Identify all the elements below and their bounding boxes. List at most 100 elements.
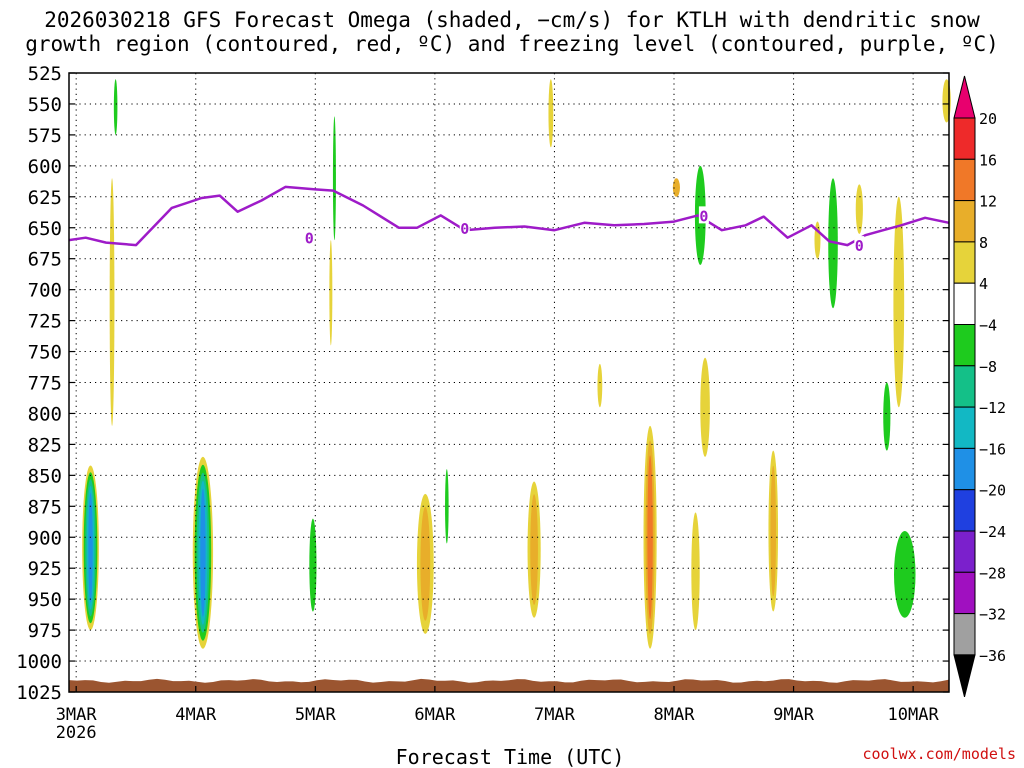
- colorbar-segment-13: [953, 613, 976, 656]
- watermark-text: coolwx.com/models: [862, 745, 1016, 763]
- x-tick-label-10MAR: 10MAR: [888, 705, 940, 725]
- freezing-level-contour: 0 0 0 0: [68, 185, 950, 255]
- freezing-label-bg-3: [854, 236, 865, 254]
- x-axis-label: Forecast Time (UTC): [396, 745, 625, 768]
- colorbar-segment-7: [953, 365, 976, 408]
- strip-7mar-yellow2-band-0: [597, 363, 603, 408]
- colorbar-segment-8: [953, 406, 976, 449]
- y-tick-label-975: 975: [28, 620, 62, 642]
- colorbar-label-0: 20: [979, 110, 997, 128]
- colorbar-label-3: 8: [979, 234, 988, 252]
- colorbar-segment-3: [953, 200, 976, 243]
- y-tick-label-950: 950: [28, 589, 62, 611]
- strip-3mar-yellow-band-0: [109, 178, 115, 426]
- freezing-level-line: [68, 185, 950, 247]
- blob-5mar-green-band-0: [309, 518, 317, 612]
- freezing-level-label-2: 0: [699, 207, 708, 225]
- y-tick-label-550: 550: [28, 94, 62, 116]
- freezing-label-bg-2: [698, 206, 709, 224]
- colorbar-segment-2: [953, 158, 976, 202]
- chart-title-line-2: growth region (contoured, red, ºC) and f…: [25, 32, 999, 56]
- y-tick-label-825: 825: [28, 434, 62, 456]
- colorbar-segment-9: [953, 447, 976, 491]
- y-tick-label-725: 725: [28, 311, 62, 333]
- terrain-footprint: [69, 678, 949, 692]
- colorbar-label-7: −12: [979, 399, 1006, 417]
- colorbar-label-13: −36: [979, 647, 1006, 665]
- x-tick-label-6MAR: 6MAR: [414, 705, 456, 725]
- y-tick-label-525: 525: [28, 63, 62, 85]
- x-tick-sublabel-3MAR: 2026: [56, 723, 97, 743]
- y-axis-ticks: 525 550 575 600 625 650 675 700 725 750 775 800 825 8…: [16, 63, 949, 704]
- x-tick-label-3MAR: 3MAR: [56, 705, 98, 725]
- x-tick-label-4MAR: 4MAR: [175, 705, 217, 725]
- y-tick-label-650: 650: [28, 218, 62, 240]
- strip-8mar-yellow2-band-0: [691, 512, 700, 631]
- y-tick-label-575: 575: [28, 125, 62, 147]
- colorbar-segment-11: [953, 530, 976, 573]
- strip-7mar-yellow-band-0: [548, 79, 554, 148]
- colorbar-segment-10: [953, 489, 976, 532]
- colorbar-label-1: 16: [979, 151, 997, 169]
- colorbar-label-12: −32: [979, 606, 1006, 624]
- strip-8mar-orange-band-0: [672, 178, 680, 197]
- x-tick-label-7MAR: 7MAR: [534, 705, 576, 725]
- strip-10mar-green-band-0: [894, 531, 916, 618]
- freezing-level-label-1: 0: [460, 220, 469, 238]
- colorbar-segment-1: [953, 117, 976, 160]
- blob-3mar-band-4: [88, 492, 93, 603]
- freezing-level-label-0: 0: [305, 230, 314, 248]
- y-tick-label-800: 800: [28, 403, 62, 425]
- strip-3mar-green-band-0: [113, 79, 118, 135]
- colorbar-top-arrow: [953, 75, 976, 119]
- chart-title-line-1: 2026030218 GFS Forecast Omega (shaded, −…: [44, 8, 980, 32]
- strip-10mar-green2-band-0: [883, 382, 891, 451]
- blob-7mar-band-1: [530, 494, 538, 605]
- colorbar-label-10: −24: [979, 523, 1006, 541]
- y-tick-label-750: 750: [28, 342, 62, 364]
- freezing-level-label-3: 0: [855, 237, 864, 255]
- freezing-label-bg-0: [304, 228, 315, 246]
- y-tick-label-700: 700: [28, 280, 62, 302]
- y-tick-label-625: 625: [28, 187, 62, 209]
- colorbar-segment-4: [953, 241, 976, 284]
- colorbar-label-4: 4: [979, 275, 988, 293]
- strip-8mar-yellow-band-0: [700, 357, 710, 457]
- y-tick-label-850: 850: [28, 465, 62, 487]
- y-tick-label-1025: 1025: [16, 682, 62, 704]
- colorbar-label-11: −28: [979, 564, 1006, 582]
- blob-8mar-band-2: [647, 455, 653, 620]
- terrain-fill: [69, 678, 949, 692]
- colorbar-legend: 20 16 12 8 4 −4 −8 −12 −16 −20 −24 −28 −32 −36: [953, 75, 1006, 698]
- y-tick-label-1000: 1000: [16, 651, 62, 673]
- y-tick-label-600: 600: [28, 156, 62, 178]
- strip-9mar-yellow2-band-0: [855, 184, 863, 234]
- x-tick-label-9MAR: 9MAR: [773, 705, 815, 725]
- colorbar-label-8: −16: [979, 440, 1006, 458]
- colorbar-label-9: −20: [979, 482, 1006, 500]
- blob-4mar-band-4: [200, 488, 206, 617]
- colorbar-segment-12: [953, 571, 976, 615]
- colorbar-label-5: −4: [979, 317, 997, 335]
- y-tick-label-675: 675: [28, 249, 62, 271]
- strip-6mar-green-band-0: [445, 469, 449, 544]
- omega-shaded-regions: [82, 79, 967, 649]
- colorbar-label-6: −8: [979, 358, 997, 376]
- y-tick-label-900: 900: [28, 527, 62, 549]
- blob-9mar-band-1: [770, 465, 777, 597]
- colorbar-bottom-arrow: [953, 654, 976, 698]
- strip-10mar-yellow-band-0: [893, 196, 905, 408]
- colorbar-label-2: 12: [979, 193, 997, 211]
- x-tick-label-8MAR: 8MAR: [654, 705, 696, 725]
- colorbar-segment-5: [953, 282, 976, 326]
- blob-6mar-band-1: [420, 507, 431, 621]
- strip-5mar-green-band-0: [332, 116, 336, 241]
- y-tick-label-925: 925: [28, 558, 62, 580]
- x-tick-label-5MAR: 5MAR: [295, 705, 337, 725]
- strip-5mar-yellow-band-0: [329, 240, 333, 346]
- gridlines: [69, 73, 949, 692]
- y-tick-label-775: 775: [28, 373, 62, 395]
- freezing-label-bg-1: [459, 218, 470, 236]
- colorbar-segment-6: [953, 324, 976, 367]
